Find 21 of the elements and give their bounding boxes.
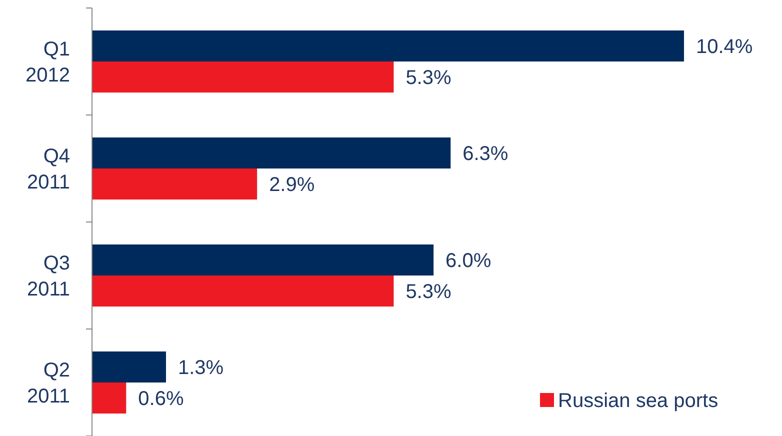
bar	[92, 168, 258, 200]
data-label: 10.4%	[696, 36, 753, 58]
data-label: 6.0%	[446, 250, 492, 272]
data-label: 6.3%	[462, 142, 508, 165]
y-tick-label: Q4 2011	[26, 146, 70, 194]
bar	[92, 351, 166, 382]
bar	[92, 137, 451, 168]
data-label: 1.3%	[178, 356, 224, 379]
data-label: 5.3%	[406, 281, 452, 304]
data-label: 5.3%	[406, 67, 452, 90]
data-label: 0.6%	[138, 388, 184, 410]
bar	[92, 30, 684, 62]
data-label: 2.9%	[269, 174, 315, 196]
y-tick-label: Q3 2011	[26, 252, 70, 300]
legend-label: Russian sea ports	[558, 390, 718, 412]
bar	[92, 62, 394, 93]
y-tick-label: Q1 2012	[26, 38, 70, 86]
bar	[92, 382, 126, 414]
y-tick-label: Q2 2011	[26, 360, 70, 408]
bar	[92, 276, 394, 307]
bar	[92, 244, 434, 276]
